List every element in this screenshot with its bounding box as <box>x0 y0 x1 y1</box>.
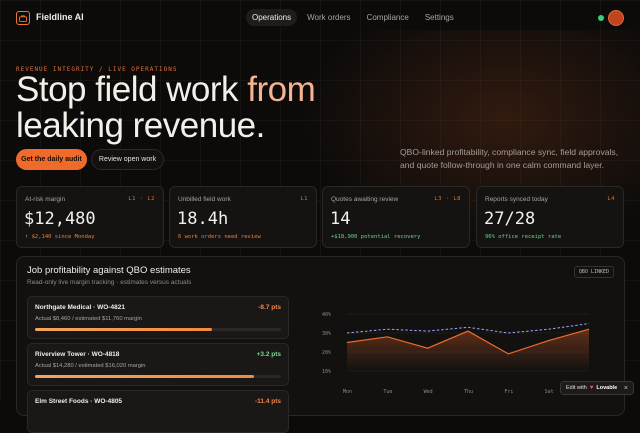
job-name: Elm Street Foods · WO-4805 <box>35 398 123 405</box>
y-tick-label: 40% <box>322 312 331 318</box>
headline-line2: leaking revenue. <box>16 106 265 145</box>
job-name: Northgate Medical · WO-4821 <box>35 304 125 311</box>
stat-sub: 6 work orders need review <box>178 234 261 240</box>
series-area <box>347 329 589 371</box>
job-delta: -8.7 pts <box>258 304 281 311</box>
avatar[interactable] <box>608 10 624 26</box>
stat-label: Quotes awaiting review <box>331 196 399 203</box>
stat-label: Reports synced today <box>485 196 548 203</box>
hero-headline: Stop field work from leaking revenue. <box>16 70 316 145</box>
job-profitability-panel: Job profitability against QBO estimates … <box>16 256 625 433</box>
job-detail: Actual $8,460 / estimated $11,760 margin <box>35 316 142 322</box>
headline-line1-main: Stop field work <box>16 70 248 109</box>
edit-badge-prefix: Edit with <box>566 385 587 391</box>
margin-progress-track <box>35 328 281 331</box>
stat-card-at-risk-margin[interactable]: At-risk margin L1 · L2 $12,480 ↑ $2,140 … <box>16 186 164 248</box>
nav-link-settings[interactable]: Settings <box>424 13 454 22</box>
y-tick-label: 30% <box>322 331 331 337</box>
stat-label: Unbilled field work <box>178 196 231 203</box>
stat-card-reports-synced[interactable]: Reports synced today L4 27/28 96% office… <box>476 186 624 248</box>
job-row-northgate[interactable]: Northgate Medical · WO-4821 -8.7 pts Act… <box>27 296 289 339</box>
stat-tag: L1 <box>300 196 308 202</box>
stat-tag: L4 <box>607 196 615 202</box>
edit-badge-brand: Lovable <box>596 385 618 391</box>
review-open-work-button[interactable]: Review open work <box>91 149 164 170</box>
stat-value: 18.4h <box>177 209 229 229</box>
stat-value: 27/28 <box>484 209 536 229</box>
hero-eyebrow: REVENUE INTEGRITY / LIVE OPERATIONS <box>16 66 178 73</box>
brand-name[interactable]: Fieldline AI <box>36 12 84 22</box>
stat-card-unbilled-field-work[interactable]: Unbilled field work L1 18.4h 6 work orde… <box>169 186 317 248</box>
margin-progress-fill <box>35 328 213 331</box>
margin-progress-fill <box>35 375 254 378</box>
job-row-riverview[interactable]: Riverview Tower · WO-4818 +3.2 pts Actua… <box>27 343 289 386</box>
panel-subtitle: Read-only live margin tracking · estimat… <box>27 279 192 286</box>
stat-card-quotes-awaiting-review[interactable]: Quotes awaiting review L3 · L8 14 +$18,9… <box>322 186 470 248</box>
job-row-elm-street[interactable]: Elm Street Foods · WO-4805 -11.4 pts <box>27 390 289 433</box>
job-delta: -11.4 pts <box>254 398 281 405</box>
stat-label: At-risk margin <box>25 196 66 203</box>
nav-link-compliance[interactable]: Compliance <box>366 13 409 22</box>
y-tick-label: 20% <box>322 350 331 356</box>
online-status-indicator <box>598 15 604 21</box>
x-tick-label: Tue <box>383 389 392 395</box>
stat-sub: 96% office receipt rate <box>485 234 562 240</box>
get-daily-audit-button[interactable]: Get the daily audit <box>16 149 87 170</box>
stat-tag: L1 · L2 <box>128 196 155 202</box>
x-tick-label: Fri <box>504 389 513 395</box>
briefcase-icon[interactable] <box>16 11 30 25</box>
stat-value: $12,480 <box>24 209 96 229</box>
nav-links: Operations Work orders Compliance Settin… <box>246 9 460 26</box>
nav-link-operations[interactable]: Operations <box>246 9 298 26</box>
series-line-solid <box>346 328 590 355</box>
panel-title: Job profitability against QBO estimates <box>27 265 191 276</box>
qbo-linked-badge: QBO LINKED <box>573 266 614 278</box>
series-line-dashed <box>346 323 590 334</box>
job-name: Riverview Tower · WO-4818 <box>35 351 120 358</box>
job-delta: +3.2 pts <box>256 351 281 358</box>
hero-tagline: QBO-linked profitability, compliance syn… <box>400 147 619 170</box>
close-icon[interactable]: × <box>623 384 628 392</box>
stat-tag: L3 · L8 <box>434 196 461 202</box>
headline-line1-accent: from <box>247 70 316 109</box>
stat-value: 14 <box>330 209 351 229</box>
nav-link-work-orders[interactable]: Work orders <box>307 13 351 22</box>
top-nav: Fieldline AI Operations Work orders Comp… <box>0 0 640 36</box>
heart-icon: ♥ <box>589 385 594 391</box>
stat-sub: ↑ $2,140 since Monday <box>25 234 95 240</box>
margin-progress-track <box>35 375 281 378</box>
x-tick-label: Thu <box>464 389 473 395</box>
stat-sub: +$18,900 potential recovery <box>331 234 421 240</box>
x-tick-label: Sat <box>545 389 554 395</box>
edit-with-lovable-badge[interactable]: Edit with ♥ Lovable × <box>560 381 634 395</box>
x-tick-label: Wed <box>424 389 433 395</box>
x-tick-label: Mon <box>343 389 352 395</box>
job-detail: Actual $14,280 / estimated $16,020 margi… <box>35 363 146 369</box>
y-tick-label: 10% <box>322 369 331 375</box>
